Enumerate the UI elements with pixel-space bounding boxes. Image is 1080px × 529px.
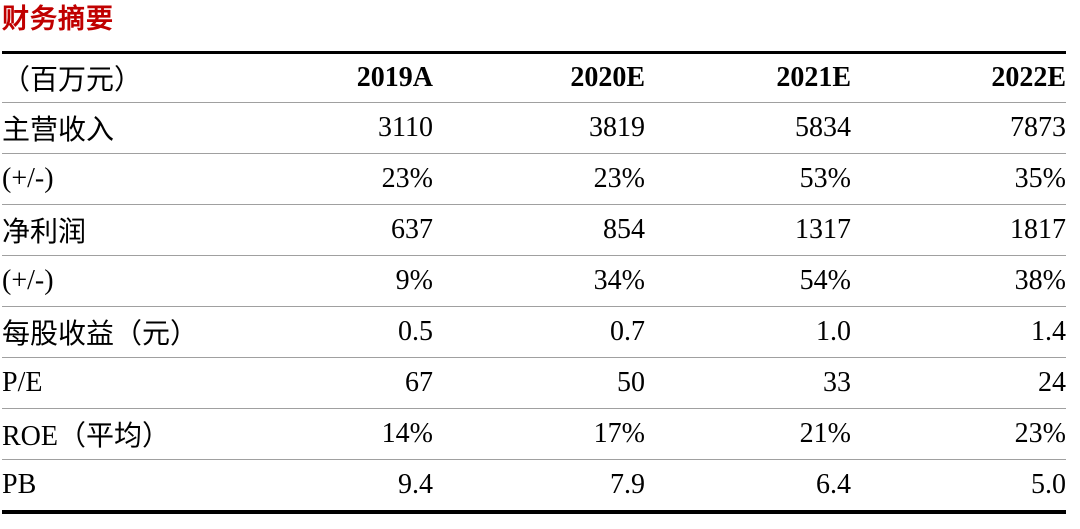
table-row: P/E 67 50 33 24: [2, 357, 1066, 409]
table-cell: 1817: [851, 204, 1066, 256]
row-label: P/E: [2, 357, 222, 409]
table-cell: 5.0: [851, 459, 1066, 513]
table-cell: 24: [851, 357, 1066, 409]
table-cell: 38%: [851, 255, 1066, 307]
table-cell: 7873: [851, 102, 1066, 154]
table-cell: 33: [645, 357, 851, 409]
table-cell: 9%: [222, 255, 433, 307]
table-cell: 3110: [222, 102, 433, 154]
table-cell: 14%: [222, 408, 433, 460]
row-label: 每股收益（元）: [2, 306, 222, 358]
table-cell: 854: [433, 204, 645, 256]
table-cell: 17%: [433, 408, 645, 460]
unit-header-cell: （百万元）: [2, 52, 222, 103]
table-row: ROE（平均） 14% 17% 21% 23%: [2, 408, 1066, 460]
table-cell: 21%: [645, 408, 851, 460]
table-cell: 7.9: [433, 459, 645, 513]
row-label: 主营收入: [2, 102, 222, 154]
table-cell: 1317: [645, 204, 851, 256]
column-header-2022E: 2022E: [851, 52, 1066, 103]
table-cell: 0.5: [222, 306, 433, 358]
table-cell: 9.4: [222, 459, 433, 513]
table-cell: 3819: [433, 102, 645, 154]
row-label: ROE（平均）: [2, 408, 222, 460]
table-cell: 35%: [851, 153, 1066, 205]
table-cell: 0.7: [433, 306, 645, 358]
table-row: 主营收入 3110 3819 5834 7873: [2, 102, 1066, 154]
table-cell: 34%: [433, 255, 645, 307]
row-label: (+/-): [2, 153, 222, 205]
table-cell: 6.4: [645, 459, 851, 513]
table-header-row: （百万元） 2019A 2020E 2021E 2022E: [2, 52, 1066, 103]
table-row: (+/-) 23% 23% 53% 35%: [2, 153, 1066, 205]
table-cell: 1.4: [851, 306, 1066, 358]
table-cell: 23%: [222, 153, 433, 205]
table-cell: 67: [222, 357, 433, 409]
table-cell: 23%: [433, 153, 645, 205]
section-title: 财务摘要: [2, 4, 114, 34]
table-cell: 23%: [851, 408, 1066, 460]
row-label: PB: [2, 459, 222, 513]
table-cell: 50: [433, 357, 645, 409]
row-label: (+/-): [2, 255, 222, 307]
table-cell: 5834: [645, 102, 851, 154]
table-row: PB 9.4 7.9 6.4 5.0: [2, 459, 1066, 513]
column-header-2020E: 2020E: [433, 52, 645, 103]
table-cell: 1.0: [645, 306, 851, 358]
table-cell: 54%: [645, 255, 851, 307]
row-label: 净利润: [2, 204, 222, 256]
column-header-2019A: 2019A: [222, 52, 433, 103]
financial-summary-table: （百万元） 2019A 2020E 2021E 2022E 主营收入 3110 …: [2, 51, 1066, 514]
table-cell: 637: [222, 204, 433, 256]
table-row: 净利润 637 854 1317 1817: [2, 204, 1066, 256]
table-row: (+/-) 9% 34% 54% 38%: [2, 255, 1066, 307]
column-header-2021E: 2021E: [645, 52, 851, 103]
table-row: 每股收益（元） 0.5 0.7 1.0 1.4: [2, 306, 1066, 358]
table-cell: 53%: [645, 153, 851, 205]
